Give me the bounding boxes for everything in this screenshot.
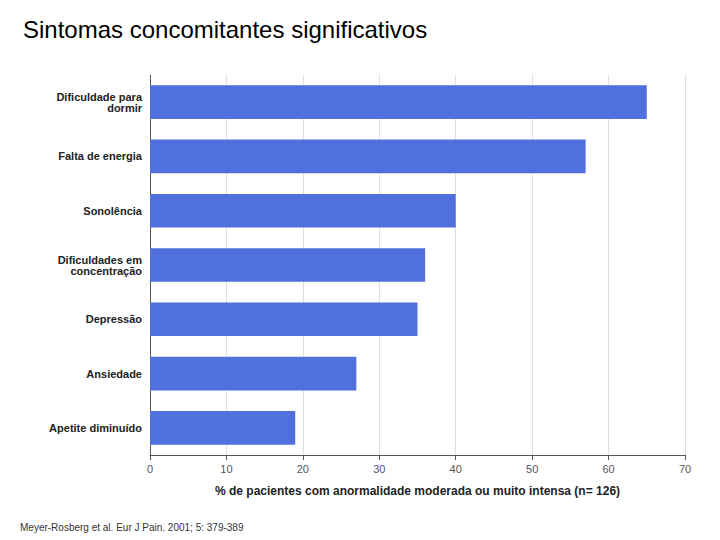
svg-text:Dificuldade para: Dificuldade para — [56, 90, 142, 103]
svg-text:% de pacientes com anormalidad: % de pacientes com anormalidade moderada… — [215, 484, 620, 498]
svg-text:Sintomas concomitantes signifi: Sintomas concomitantes significativos — [23, 16, 427, 43]
svg-text:Dificuldades em: Dificuldades em — [57, 253, 142, 266]
svg-text:10: 10 — [220, 463, 232, 475]
svg-text:concentração: concentração — [70, 265, 142, 277]
svg-text:20: 20 — [297, 463, 309, 475]
svg-text:Apetite diminuído: Apetite diminuído — [49, 422, 142, 434]
svg-text:0: 0 — [147, 463, 153, 475]
svg-text:Depressão: Depressão — [86, 313, 143, 325]
svg-text:Ansiedade: Ansiedade — [86, 368, 142, 380]
svg-text:30: 30 — [373, 463, 385, 475]
svg-text:Falta de energia: Falta de energia — [58, 150, 143, 162]
svg-text:40: 40 — [450, 463, 462, 475]
svg-text:50: 50 — [526, 463, 538, 475]
svg-text:dormir: dormir — [107, 102, 143, 114]
svg-text:Meyer-Rosberg et al. Eur J Pai: Meyer-Rosberg et al. Eur J Pain. 2001; 5… — [20, 522, 244, 533]
svg-text:60: 60 — [602, 463, 614, 475]
svg-text:Sonolência: Sonolência — [83, 205, 143, 217]
svg-text:70: 70 — [679, 463, 691, 475]
